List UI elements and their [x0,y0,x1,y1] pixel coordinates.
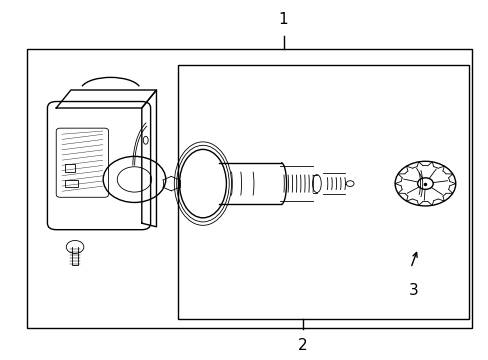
Bar [27,49,471,328]
Text: 2: 2 [298,338,307,353]
Bar [178,65,468,319]
Bar [65,180,78,187]
Text: 3: 3 [407,283,417,298]
Text: 1: 1 [278,12,288,27]
Bar [65,163,75,172]
